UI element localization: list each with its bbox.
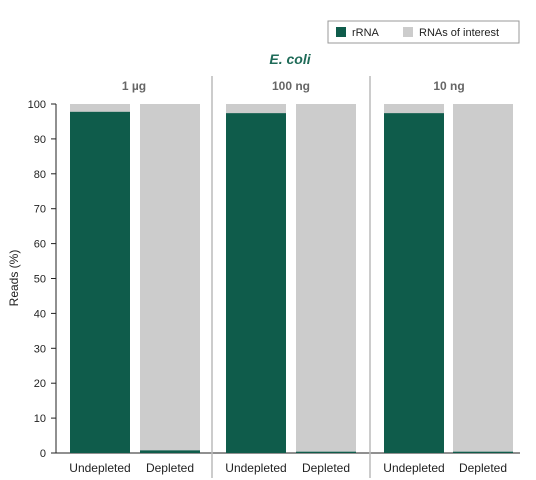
x-category-label-panel3-depleted: Depleted (459, 461, 507, 475)
bar-rrna-panel2-undepleted (226, 113, 286, 453)
panel-title-3: 10 ng (433, 79, 464, 93)
chart-title: E. coli (269, 51, 311, 67)
y-tick-label-100: 100 (28, 99, 46, 111)
bar-rrna-panel3-undepleted (384, 113, 444, 453)
y-axis-ticks: 0 10 20 30 40 50 60 70 80 90 100 (28, 99, 56, 460)
bar-rnas-of-interest-panel2-depleted (296, 104, 356, 452)
category-labels: Undepleted Depleted Undepleted Depleted Unde… (69, 461, 507, 475)
bar-rnas-of-interest-panel3-undepleted (384, 104, 444, 114)
y-tick-label-10: 10 (34, 413, 46, 425)
y-axis-title: Reads (%) (7, 250, 21, 307)
legend-box (327, 20, 520, 44)
y-tick-label-80: 80 (34, 169, 46, 181)
x-category-label-panel1-undepleted: Undepleted (69, 461, 130, 475)
bar-rrna-panel2-depleted (296, 451, 356, 453)
legend-swatch-rnas-of-interest (403, 27, 413, 37)
bar-rnas-of-interest-panel1-depleted (140, 104, 200, 451)
bar-rrna-panel1-depleted (140, 450, 200, 453)
y-tick-label-0: 0 (40, 448, 46, 460)
x-category-label-panel3-undepleted: Undepleted (383, 461, 444, 475)
x-category-label-panel1-depleted: Depleted (146, 461, 194, 475)
x-category-label-panel2-undepleted: Undepleted (225, 461, 286, 475)
legend-label-rnas-of-interest: RNAs of interest (419, 27, 499, 39)
x-category-label-panel2-depleted: Depleted (302, 461, 350, 475)
bar-rnas-of-interest-panel1-undepleted (70, 104, 130, 112)
y-tick-label-60: 60 (34, 239, 46, 251)
bar-rnas-of-interest-panel3-depleted (453, 104, 513, 452)
bars (70, 104, 513, 453)
y-tick-label-20: 20 (34, 378, 46, 390)
bar-rrna-panel1-undepleted (70, 111, 130, 453)
y-tick-label-40: 40 (34, 308, 46, 320)
legend-label-rrna: rRNA (352, 27, 380, 39)
legend-swatch-rrna (336, 27, 346, 37)
legend: rRNA RNAs of interest (327, 20, 520, 44)
bar-rnas-of-interest-panel2-undepleted (226, 104, 286, 114)
y-tick-label-30: 30 (34, 343, 46, 355)
y-tick-label-70: 70 (34, 204, 46, 216)
y-tick-label-50: 50 (34, 274, 46, 286)
panel-title-1: 1 µg (122, 79, 146, 93)
panel-title-2: 100 ng (272, 79, 310, 93)
bar-rrna-panel3-depleted (453, 451, 513, 453)
y-tick-label-90: 90 (34, 134, 46, 146)
